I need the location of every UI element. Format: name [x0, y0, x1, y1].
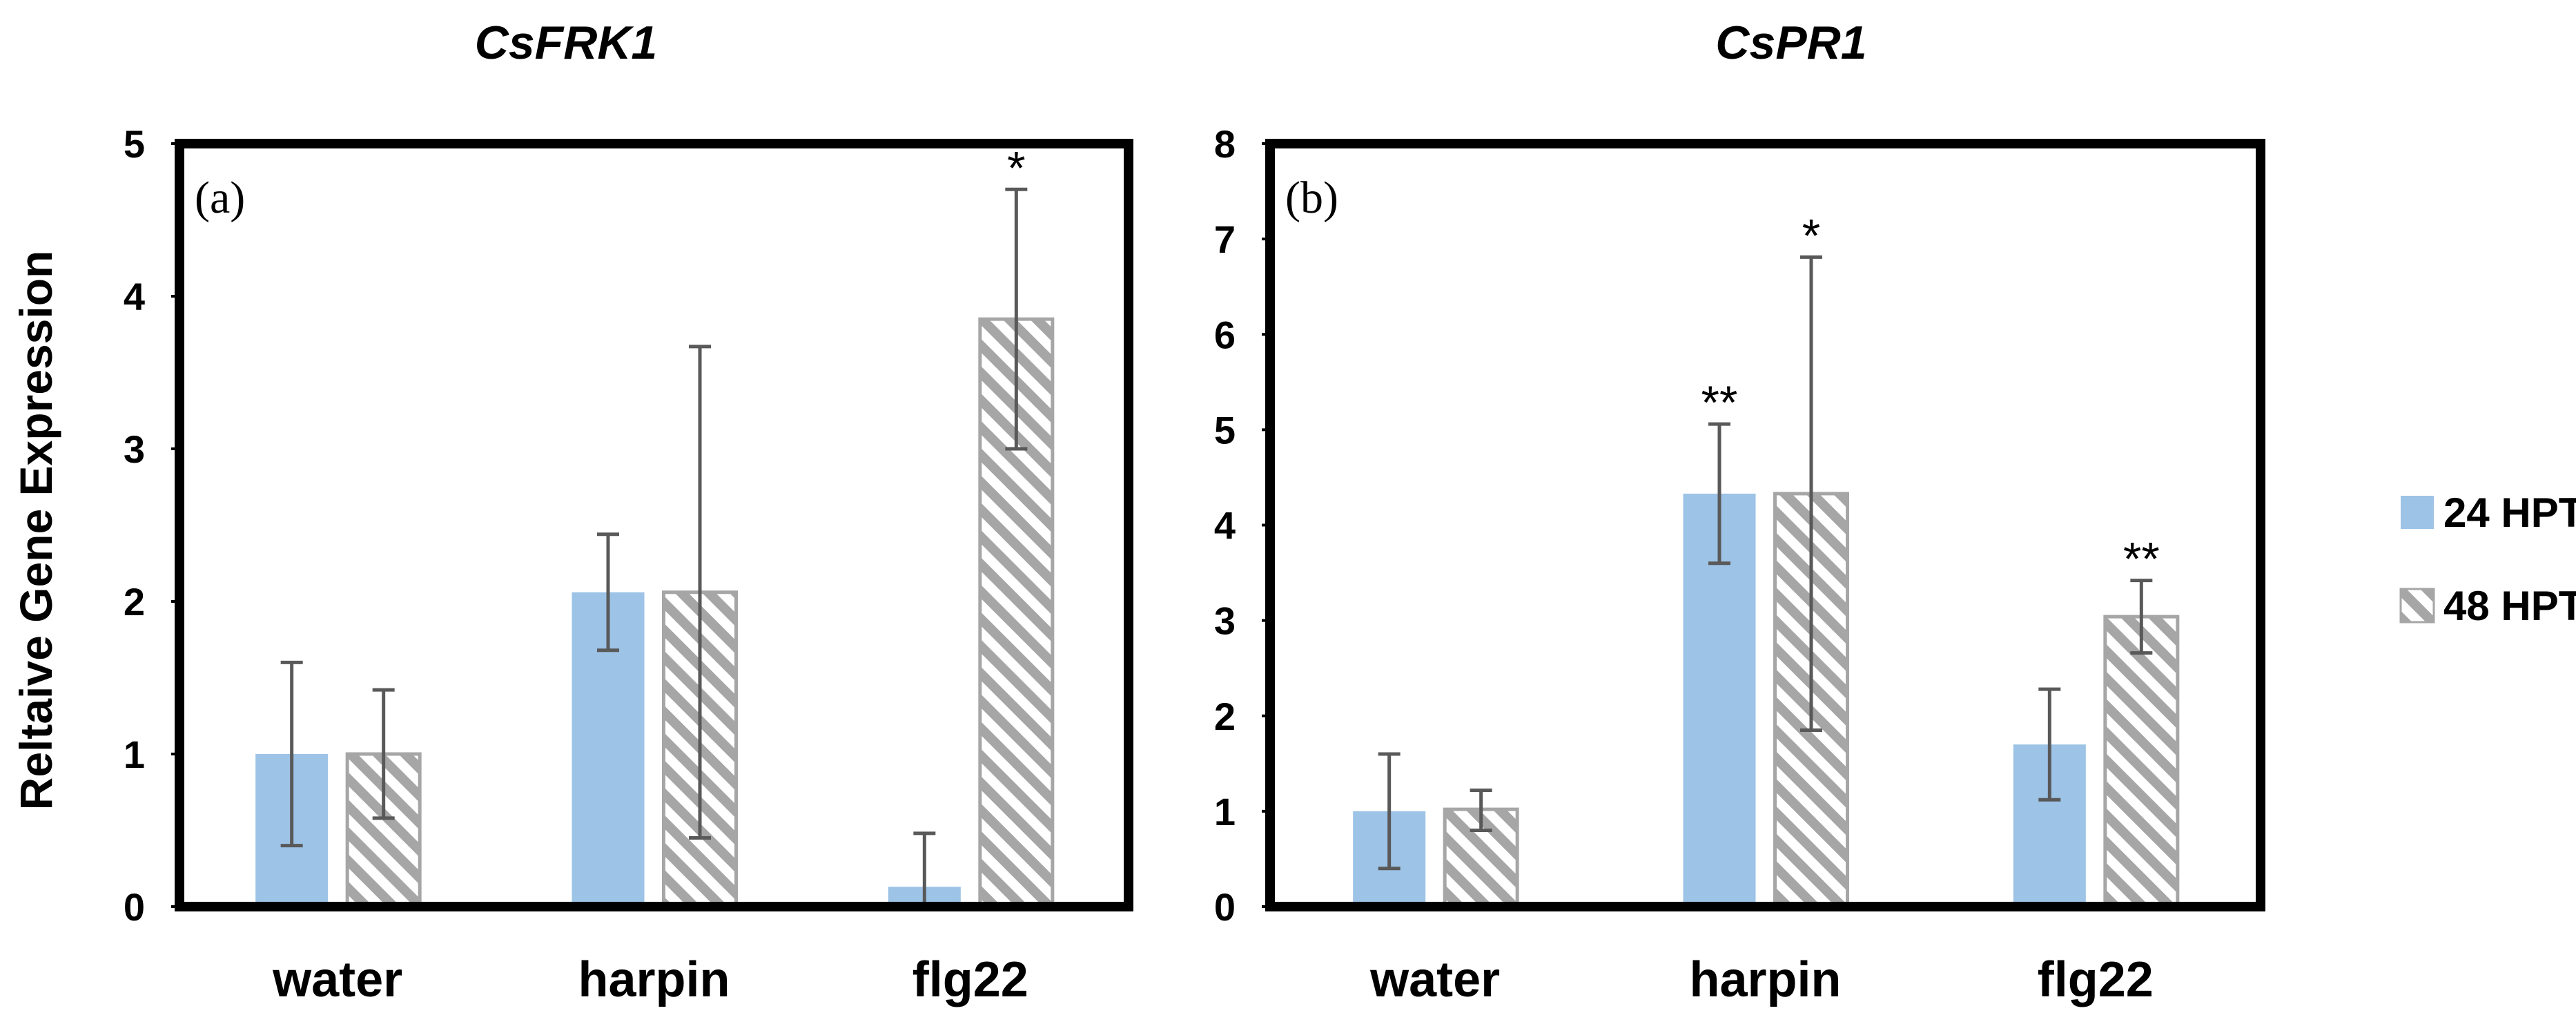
plot-frame	[1265, 139, 2265, 911]
significance-marker: **	[2123, 533, 2160, 586]
category-label-flg22: flg22	[913, 952, 1028, 1007]
y-tick-label: 1	[124, 733, 145, 776]
category-label-harpin: harpin	[1689, 952, 1841, 1007]
y-tick-label: 3	[1214, 599, 1236, 643]
y-tick-label: 1	[1214, 790, 1236, 833]
y-tick-label: 2	[1214, 695, 1236, 738]
y-tick-label: 8	[1214, 122, 1236, 166]
legend: 24 HPT 48 HPT	[2399, 490, 2576, 629]
legend-swatch-48-hpt	[2399, 588, 2435, 624]
category-label-harpin: harpin	[578, 952, 730, 1007]
y-tick-label: 4	[124, 275, 145, 318]
category-label-water: water	[1369, 952, 1500, 1007]
panel-title: CsFRK1	[475, 17, 658, 69]
panel-csfrk1: CsFRK1 0 1 2 3 4 5 water harpin flg22 * (a)	[124, 17, 1133, 1007]
y-tick-label: 6	[1214, 313, 1236, 356]
category-label-water: water	[272, 952, 402, 1007]
y-axis-label: Reltaive Gene Expression	[10, 251, 61, 811]
panel-tag: (b)	[1285, 173, 1338, 223]
legend-label-48-hpt: 48 HPT	[2443, 583, 2576, 629]
significance-marker: **	[1701, 376, 1738, 429]
y-tick-label: 5	[1214, 408, 1236, 452]
bar-flg22-48-hpt	[2103, 615, 2180, 909]
significance-marker: *	[1007, 142, 1025, 194]
y-tick-label: 7	[1214, 218, 1236, 261]
significance-marker: *	[1802, 209, 1820, 262]
y-tick-label: 0	[124, 885, 145, 929]
plot-frame	[175, 139, 1133, 911]
legend-label-24-hpt: 24 HPT	[2443, 490, 2576, 536]
panel-tag: (a)	[195, 173, 245, 223]
y-tick-label: 5	[124, 122, 145, 166]
y-tick-label: 0	[1214, 885, 1236, 929]
y-tick-label: 2	[124, 580, 145, 624]
y-tick-label: 4	[1214, 504, 1236, 548]
legend-swatch-24-hpt	[2401, 496, 2434, 529]
category-label-flg22: flg22	[2038, 952, 2154, 1007]
panel-title: CsPR1	[1715, 17, 1866, 69]
y-tick-label: 3	[124, 427, 145, 471]
